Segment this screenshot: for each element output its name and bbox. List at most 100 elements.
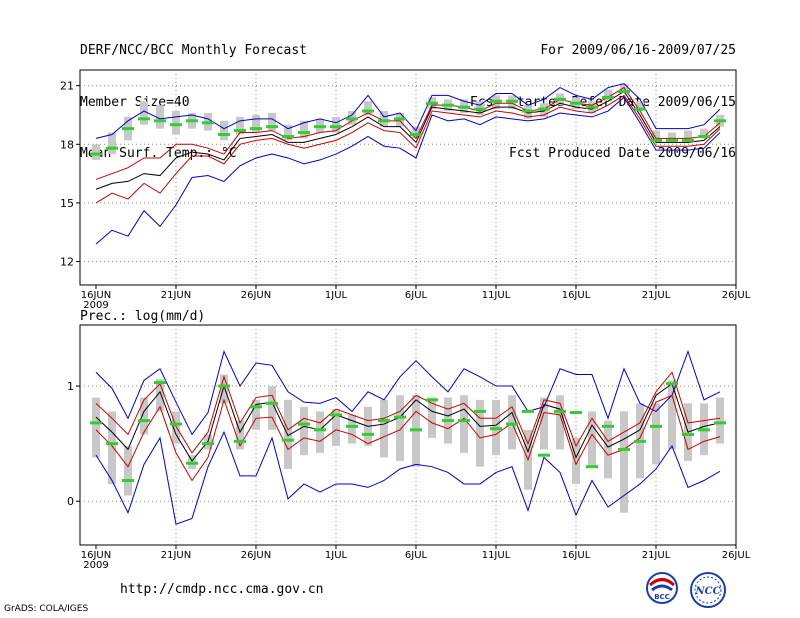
observed-range-bar bbox=[604, 89, 612, 102]
chart-panel-temperature: 16JUN 21JUN 26JUN 1JUL 6JUL 11JUL 16JUL 21JUL 26… bbox=[60, 69, 751, 311]
forecast-marker bbox=[234, 439, 246, 443]
observed-range-bar bbox=[668, 380, 676, 450]
y-tick-label: 15 bbox=[60, 197, 74, 210]
forecast-marker bbox=[138, 419, 150, 423]
observed-range-bar bbox=[332, 409, 340, 446]
bcc-logo-text: BCC bbox=[654, 593, 670, 601]
x-tick-label: 21JUL bbox=[642, 290, 671, 301]
observed-range-bar bbox=[140, 397, 148, 435]
observed-range-bar bbox=[220, 120, 228, 141]
forecast-marker bbox=[138, 117, 150, 121]
observed-range-bar bbox=[380, 111, 388, 127]
series-line-lower bbox=[95, 394, 721, 482]
series-line-mean bbox=[95, 90, 721, 190]
forecast-marker bbox=[202, 121, 214, 125]
forecast-marker bbox=[714, 421, 726, 425]
forecast-marker bbox=[554, 97, 566, 101]
forecast-marker bbox=[618, 90, 630, 93]
forecast-marker bbox=[90, 421, 102, 425]
forecast-marker bbox=[154, 119, 166, 123]
observed-range-bar bbox=[652, 403, 660, 465]
forecast-marker bbox=[346, 424, 358, 428]
forecast-range: For 2009/06/16-2009/07/25 bbox=[540, 43, 736, 58]
observed-range-bar bbox=[348, 414, 356, 444]
forecast-marker bbox=[218, 133, 230, 136]
forecast-marker bbox=[506, 422, 518, 426]
forecast-marker bbox=[298, 422, 310, 426]
forecast-marker bbox=[650, 424, 662, 428]
x-tick-label: 6JUL bbox=[405, 550, 428, 561]
forecast-marker bbox=[682, 138, 694, 142]
observed-range-bar bbox=[172, 111, 180, 135]
forecast-marker bbox=[698, 134, 710, 138]
observed-range-bar bbox=[268, 386, 276, 430]
observed-range-bar bbox=[300, 406, 308, 456]
forecast-marker bbox=[410, 428, 422, 432]
x-tick-label: 16JUL bbox=[562, 550, 591, 561]
y-tick-label: 21 bbox=[60, 80, 74, 93]
observed-range-bar bbox=[620, 411, 628, 513]
x-tick-label: 16JUN bbox=[81, 550, 111, 561]
y-tick-label: 18 bbox=[60, 138, 74, 151]
precip-panel-title: Prec.: log(mm/d) bbox=[80, 309, 205, 324]
series-line-mean bbox=[95, 382, 721, 462]
forecast-marker bbox=[250, 405, 262, 409]
forecast-marker bbox=[698, 428, 710, 432]
series-line-min bbox=[95, 83, 721, 139]
forecast-marker bbox=[586, 105, 598, 109]
website-url: http://cmdp.ncc.cma.gov.cn bbox=[120, 582, 324, 597]
forecast-marker bbox=[554, 409, 566, 413]
plot-frame bbox=[79, 324, 737, 546]
forecast-marker bbox=[314, 125, 326, 129]
observed-range-bar bbox=[316, 411, 324, 453]
member-size: Member Size=40 bbox=[80, 94, 190, 110]
observed-range-bar bbox=[284, 124, 292, 141]
observed-range-bar bbox=[572, 437, 580, 484]
observed-range-bar bbox=[140, 101, 148, 125]
x-tick-label: 21JUL bbox=[642, 550, 671, 561]
observed-range-bar bbox=[172, 411, 180, 444]
plot-frame bbox=[79, 69, 737, 286]
forecast-marker bbox=[170, 123, 182, 127]
observed-range-bar bbox=[236, 420, 244, 450]
forecast-marker bbox=[394, 117, 406, 121]
series-line-min bbox=[95, 430, 721, 525]
observed-range-bar bbox=[460, 395, 468, 453]
forecast-marker bbox=[650, 138, 662, 142]
bcc-logo-icon: BCC bbox=[646, 572, 678, 604]
forecast-marker bbox=[522, 409, 534, 413]
forecast-marker bbox=[346, 117, 358, 121]
forecast-marker bbox=[106, 146, 118, 150]
x-tick-label: 26JUL bbox=[722, 550, 751, 561]
forecast-marker bbox=[106, 442, 118, 446]
forecast-marker bbox=[330, 413, 342, 417]
forecast-marker bbox=[490, 99, 502, 103]
forecast-marker bbox=[474, 107, 486, 111]
observed-range-bar bbox=[700, 128, 708, 139]
observed-range-bar bbox=[604, 420, 612, 479]
forecast-marker bbox=[570, 411, 582, 415]
forecast-marker bbox=[602, 95, 614, 99]
observed-range-bar bbox=[108, 132, 116, 155]
forecast-marker bbox=[154, 381, 166, 385]
forecast-marker bbox=[426, 398, 438, 402]
forecast-marker bbox=[250, 127, 262, 131]
x-tick-label: 1JUL bbox=[325, 550, 348, 561]
x-tick-label: 6JUL bbox=[405, 290, 428, 301]
forecast-marker bbox=[458, 105, 470, 109]
x-tick-label: 21JUN bbox=[161, 550, 191, 561]
observed-range-bar bbox=[428, 397, 436, 438]
series-line-lower bbox=[95, 86, 721, 180]
forecast-marker bbox=[362, 432, 374, 436]
x-tick-label: 11JUL bbox=[482, 290, 511, 301]
observed-range-bar bbox=[300, 120, 308, 139]
observed-range-bar bbox=[556, 395, 564, 450]
observed-range-bar bbox=[476, 399, 484, 467]
forecast-marker bbox=[666, 382, 678, 386]
y-tick-label: 1 bbox=[67, 380, 74, 393]
observed-range-bar bbox=[620, 83, 628, 94]
ncc-logo-icon: NCC bbox=[690, 572, 726, 608]
y-tick-label: 0 bbox=[67, 495, 74, 508]
forecast-marker bbox=[682, 432, 694, 436]
y-tick-label: 12 bbox=[60, 256, 74, 269]
